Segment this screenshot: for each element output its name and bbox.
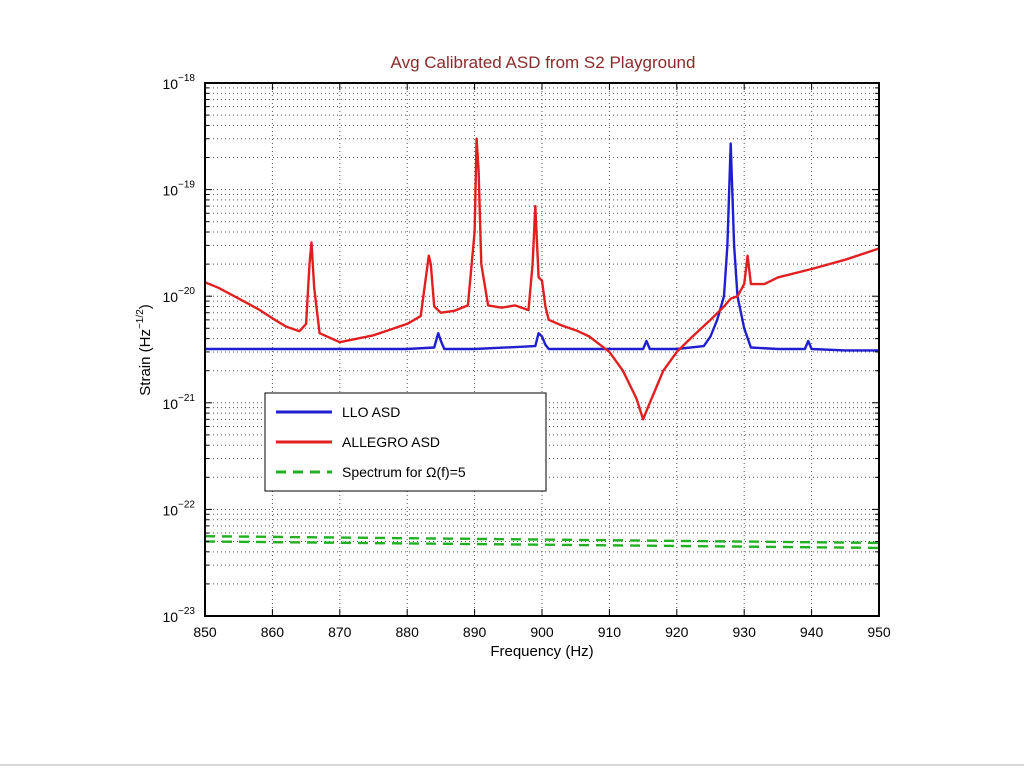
y-tick-label: 10−18 bbox=[162, 73, 195, 92]
y-tick-label: 10−23 bbox=[162, 606, 195, 625]
y-tick-label: 10−19 bbox=[162, 180, 195, 199]
y-tick-label: 10−21 bbox=[162, 393, 195, 412]
y-axis-label-exponent: −1/2 bbox=[135, 309, 146, 329]
x-axis-label: Frequency (Hz) bbox=[490, 643, 593, 660]
y-tick-label-exponent: −23 bbox=[178, 606, 195, 617]
x-tick-label: 940 bbox=[800, 624, 824, 640]
axis-layer: 850 860 870 880 890 900 910 920 930 940 95010−2310… bbox=[162, 73, 890, 640]
y-axis-label: Strain (Hz−1/2) bbox=[135, 304, 154, 395]
y-axis-label-text: Strain (Hz bbox=[137, 329, 154, 396]
y-tick-label-base: 10 bbox=[162, 183, 178, 199]
y-tick-label-exponent: −18 bbox=[178, 73, 195, 84]
legend-label-spectrum: Spectrum for Ω(f)=5 bbox=[342, 464, 466, 480]
x-tick-label: 950 bbox=[867, 624, 891, 640]
y-tick-label-base: 10 bbox=[162, 76, 178, 92]
y-tick-label-base: 10 bbox=[162, 289, 178, 305]
chart-title: Avg Calibrated ASD from S2 Playground bbox=[391, 53, 696, 72]
x-tick-label: 880 bbox=[396, 624, 420, 640]
y-tick-label: 10−22 bbox=[162, 499, 195, 518]
y-axis-label-close: ) bbox=[137, 304, 154, 309]
series-allegro-asd bbox=[204, 137, 880, 421]
legend-label-allegro: ALLEGRO ASD bbox=[342, 434, 440, 450]
x-tick-label: 920 bbox=[665, 624, 689, 640]
x-tick-label: 850 bbox=[193, 624, 217, 640]
series-spectrum-omega bbox=[204, 535, 880, 545]
y-tick-label-exponent: −19 bbox=[178, 180, 195, 191]
legend: LLO ASD ALLEGRO ASD Spectrum for Ω(f)=5 bbox=[264, 392, 547, 492]
series-spectrum-omega bbox=[204, 540, 880, 550]
y-tick-label-base: 10 bbox=[162, 396, 178, 412]
y-tick-label: 10−20 bbox=[162, 286, 195, 305]
x-tick-label: 900 bbox=[530, 624, 554, 640]
x-tick-label: 930 bbox=[733, 624, 757, 640]
legend-label-llo: LLO ASD bbox=[342, 404, 400, 420]
x-tick-label: 890 bbox=[463, 624, 487, 640]
y-tick-label-base: 10 bbox=[162, 609, 178, 625]
x-tick-label: 870 bbox=[328, 624, 352, 640]
x-tick-label: 860 bbox=[261, 624, 285, 640]
y-tick-label-exponent: −20 bbox=[178, 286, 195, 297]
y-tick-label-base: 10 bbox=[162, 502, 178, 518]
series-layer bbox=[204, 137, 880, 550]
y-tick-label-exponent: −21 bbox=[178, 393, 195, 404]
bottom-divider bbox=[0, 764, 1024, 766]
series-llo-asd bbox=[205, 142, 879, 352]
y-tick-label-exponent: −22 bbox=[178, 499, 195, 510]
x-tick-label: 910 bbox=[598, 624, 622, 640]
